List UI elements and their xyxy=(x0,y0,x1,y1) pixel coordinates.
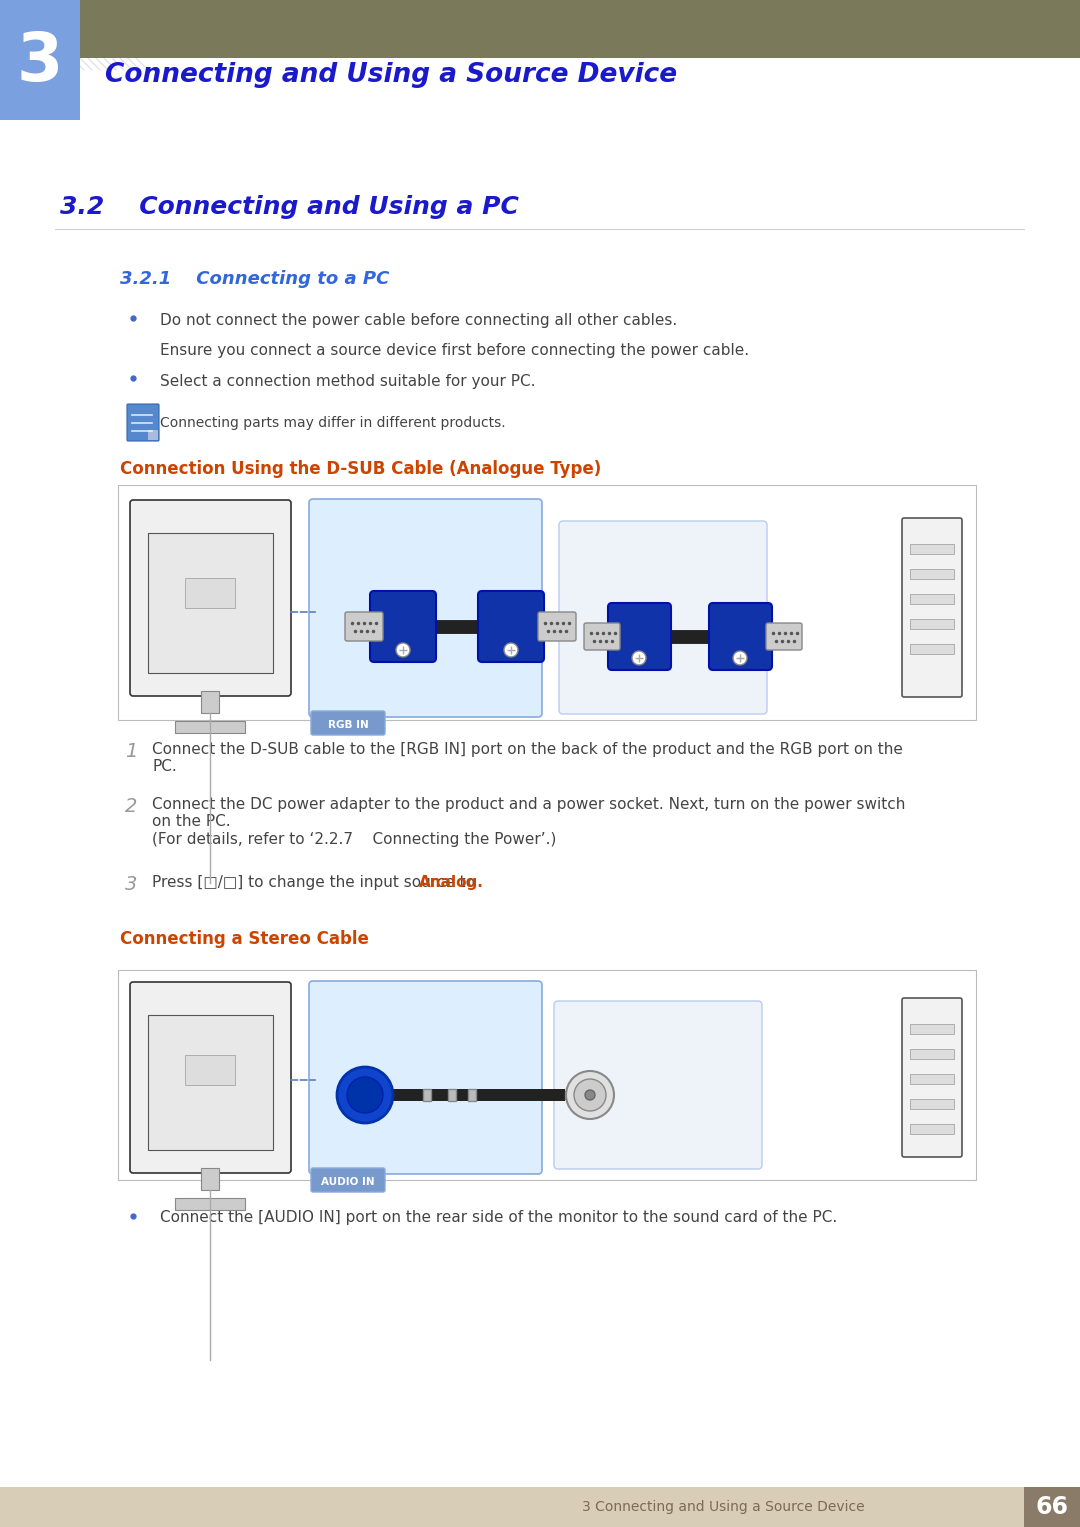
Text: AUDIO IN: AUDIO IN xyxy=(321,1177,375,1186)
Bar xyxy=(118,970,976,1180)
Text: Connect the DC power adapter to the product and a power socket. Next, turn on th: Connect the DC power adapter to the prod… xyxy=(152,797,905,847)
Text: 3.2.1    Connecting to a PC: 3.2.1 Connecting to a PC xyxy=(120,270,390,289)
Text: Connecting and Using a Source Device: Connecting and Using a Source Device xyxy=(105,63,677,89)
Text: Connecting parts may differ in different products.: Connecting parts may differ in different… xyxy=(160,415,505,431)
Circle shape xyxy=(632,651,646,664)
Bar xyxy=(201,692,219,713)
Bar xyxy=(910,570,954,579)
Text: Do not connect the power cable before connecting all other cables.: Do not connect the power cable before co… xyxy=(160,313,677,328)
Bar xyxy=(393,1089,565,1101)
Text: Analog.: Analog. xyxy=(419,875,484,890)
Bar xyxy=(910,1124,954,1135)
Text: Press [□/□] to change the input source to: Press [□/□] to change the input source t… xyxy=(152,875,480,890)
Text: 66: 66 xyxy=(1036,1495,1068,1519)
FancyBboxPatch shape xyxy=(311,712,384,734)
Text: 3: 3 xyxy=(17,29,63,95)
Bar xyxy=(185,579,235,608)
Bar xyxy=(448,1089,456,1101)
Bar xyxy=(468,1089,476,1101)
Circle shape xyxy=(733,651,747,664)
FancyBboxPatch shape xyxy=(127,405,159,441)
Text: 3: 3 xyxy=(125,875,137,893)
Text: Connecting a Stereo Cable: Connecting a Stereo Cable xyxy=(120,930,369,948)
Text: Connection Using the D-SUB Cable (Analogue Type): Connection Using the D-SUB Cable (Analog… xyxy=(120,460,602,478)
Bar xyxy=(0,0,80,121)
Bar xyxy=(910,1025,954,1034)
Text: 3.2    Connecting and Using a PC: 3.2 Connecting and Using a PC xyxy=(60,195,518,218)
FancyBboxPatch shape xyxy=(902,518,962,696)
FancyBboxPatch shape xyxy=(708,603,772,670)
FancyBboxPatch shape xyxy=(538,612,576,641)
Bar xyxy=(0,0,1080,58)
Text: 1: 1 xyxy=(125,742,137,760)
Text: 2: 2 xyxy=(125,797,137,815)
Bar xyxy=(201,1168,219,1190)
Circle shape xyxy=(347,1077,383,1113)
Bar xyxy=(118,486,976,721)
Circle shape xyxy=(573,1080,606,1112)
Bar xyxy=(0,1487,1080,1527)
Bar xyxy=(910,1073,954,1084)
FancyBboxPatch shape xyxy=(554,1002,762,1170)
Bar xyxy=(175,1199,245,1209)
Text: Ensure you connect a source device first before connecting the power cable.: Ensure you connect a source device first… xyxy=(160,344,750,357)
Bar xyxy=(148,533,273,673)
FancyBboxPatch shape xyxy=(608,603,671,670)
FancyBboxPatch shape xyxy=(559,521,767,715)
FancyBboxPatch shape xyxy=(130,982,291,1173)
Circle shape xyxy=(337,1067,393,1122)
Bar xyxy=(910,618,954,629)
Bar xyxy=(423,1089,431,1101)
Text: RGB IN: RGB IN xyxy=(327,721,368,730)
FancyBboxPatch shape xyxy=(370,591,436,663)
Bar xyxy=(175,721,245,733)
Bar xyxy=(565,1090,580,1099)
Text: Connect the D-SUB cable to the [RGB IN] port on the back of the product and the : Connect the D-SUB cable to the [RGB IN] … xyxy=(152,742,903,774)
FancyBboxPatch shape xyxy=(766,623,802,651)
Bar xyxy=(1024,1487,1080,1527)
Circle shape xyxy=(566,1070,615,1119)
FancyBboxPatch shape xyxy=(309,499,542,718)
Bar xyxy=(910,644,954,654)
FancyBboxPatch shape xyxy=(478,591,544,663)
FancyBboxPatch shape xyxy=(148,431,158,440)
FancyBboxPatch shape xyxy=(130,499,291,696)
FancyBboxPatch shape xyxy=(345,612,383,641)
Circle shape xyxy=(585,1090,595,1099)
Circle shape xyxy=(396,643,410,657)
Bar xyxy=(910,544,954,554)
Bar xyxy=(148,1015,273,1150)
Bar xyxy=(910,1049,954,1060)
FancyBboxPatch shape xyxy=(584,623,620,651)
Bar xyxy=(910,1099,954,1109)
FancyBboxPatch shape xyxy=(309,980,542,1174)
FancyBboxPatch shape xyxy=(902,999,962,1157)
Text: Connect the [AUDIO IN] port on the rear side of the monitor to the sound card of: Connect the [AUDIO IN] port on the rear … xyxy=(160,1209,837,1225)
Bar xyxy=(185,1055,235,1086)
FancyBboxPatch shape xyxy=(311,1168,384,1193)
Bar xyxy=(910,594,954,605)
Circle shape xyxy=(504,643,518,657)
Text: Select a connection method suitable for your PC.: Select a connection method suitable for … xyxy=(160,374,536,389)
Text: 3 Connecting and Using a Source Device: 3 Connecting and Using a Source Device xyxy=(582,1500,865,1513)
